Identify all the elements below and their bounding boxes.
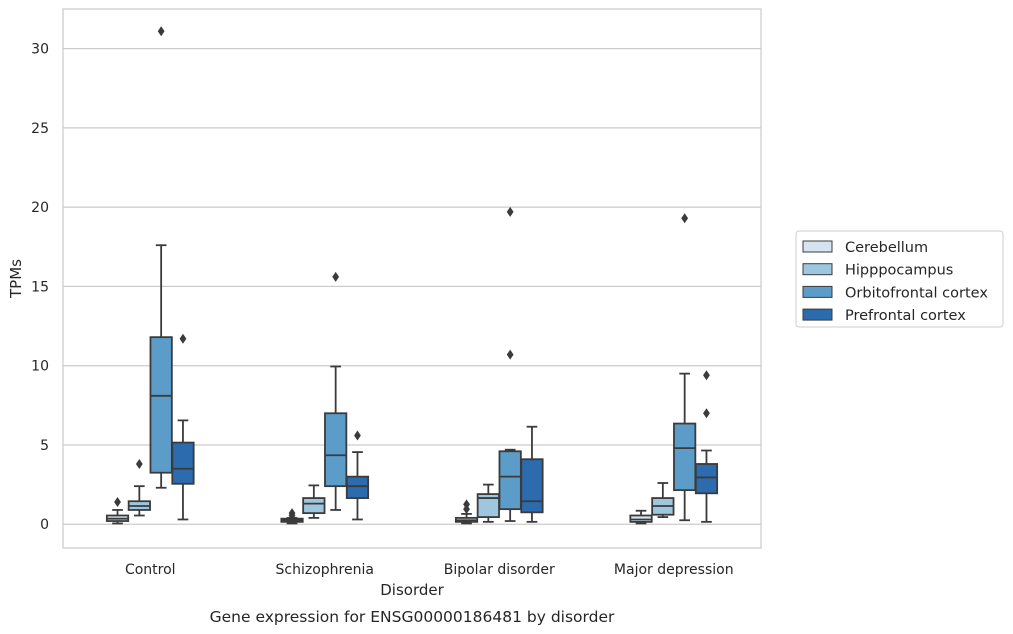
- box-3-3: [694, 370, 719, 523]
- box-0-2: [149, 26, 173, 489]
- box-2-3: [520, 425, 544, 523]
- box-3-0: [629, 509, 653, 525]
- box-iqr: [171, 441, 195, 485]
- x-tick-label: Bipolar disorder: [444, 562, 555, 578]
- box-0-3: [171, 333, 195, 521]
- box-layer: [105, 26, 719, 525]
- y-tick-label: 5: [40, 438, 49, 454]
- x-tick-label: Major depression: [614, 562, 734, 578]
- box-2-1: [476, 483, 500, 523]
- legend-swatch: [802, 263, 833, 276]
- outlier-point: [703, 370, 710, 381]
- x-tick-label: Schizophrenia: [276, 562, 374, 578]
- box-0-0: [105, 497, 130, 525]
- outlier-point: [135, 458, 143, 469]
- outlier-point: [506, 206, 514, 217]
- box-3-2: [673, 213, 697, 522]
- box-iqr: [149, 336, 173, 474]
- box-iqr: [324, 412, 348, 488]
- legend-frame: [795, 230, 1004, 328]
- x-tick-label: Control: [125, 562, 176, 578]
- box-iqr: [302, 497, 326, 515]
- legend: Cerebellum Hipppocampus Orbitofrontal cort…: [795, 230, 1004, 328]
- x-axis-label: Disorder: [380, 581, 444, 599]
- y-tick-label: 15: [31, 279, 49, 295]
- outlier-point: [179, 333, 187, 344]
- y-tick-label: 20: [31, 200, 49, 216]
- legend-entry: Prefrontal cortex: [845, 308, 966, 324]
- box-iqr: [345, 475, 370, 499]
- legend-entry: Hipppocampus: [845, 263, 953, 279]
- box-1-1: [302, 484, 326, 519]
- legend-entry: Cerebellum: [845, 240, 928, 256]
- box-iqr: [498, 450, 522, 511]
- outlier-point: [114, 497, 121, 508]
- outlier-point: [157, 26, 165, 37]
- outlier-point: [332, 271, 340, 282]
- legend-swatch: [802, 285, 833, 298]
- x-axis-ticks: Control Schizophrenia Bipolar disorder Majo…: [125, 562, 734, 578]
- box-iqr: [673, 422, 697, 492]
- y-axis-label: TPMs: [7, 259, 25, 299]
- box-2-2: [498, 206, 522, 522]
- y-tick-label: 0: [40, 517, 49, 533]
- legend-swatch: [802, 308, 833, 321]
- chart-caption: Gene expression for ENSG00000186481 by d…: [210, 608, 615, 626]
- outlier-point: [288, 508, 296, 519]
- box-1-0: [280, 508, 304, 525]
- legend-entry: Orbitofrontal cortex: [845, 285, 988, 301]
- box-iqr: [520, 458, 544, 514]
- legend-swatch: [802, 240, 833, 253]
- outlier-point: [463, 499, 470, 510]
- y-tick-label: 30: [31, 42, 49, 58]
- plot-frame: [62, 8, 762, 549]
- box-iqr: [694, 463, 719, 495]
- outlier-point: [703, 408, 710, 419]
- outlier-point: [506, 349, 514, 360]
- y-axis-ticks: 0 5 10 15 20 25 30: [31, 42, 49, 534]
- outlier-point: [354, 430, 361, 441]
- box-2-0: [454, 499, 479, 525]
- box-1-3: [345, 430, 370, 521]
- box-0-1: [127, 458, 151, 517]
- y-tick-label: 25: [31, 121, 49, 137]
- y-tick-label: 10: [31, 359, 49, 375]
- box-1-2: [324, 271, 348, 511]
- outlier-point: [681, 213, 689, 224]
- box-3-1: [651, 482, 675, 518]
